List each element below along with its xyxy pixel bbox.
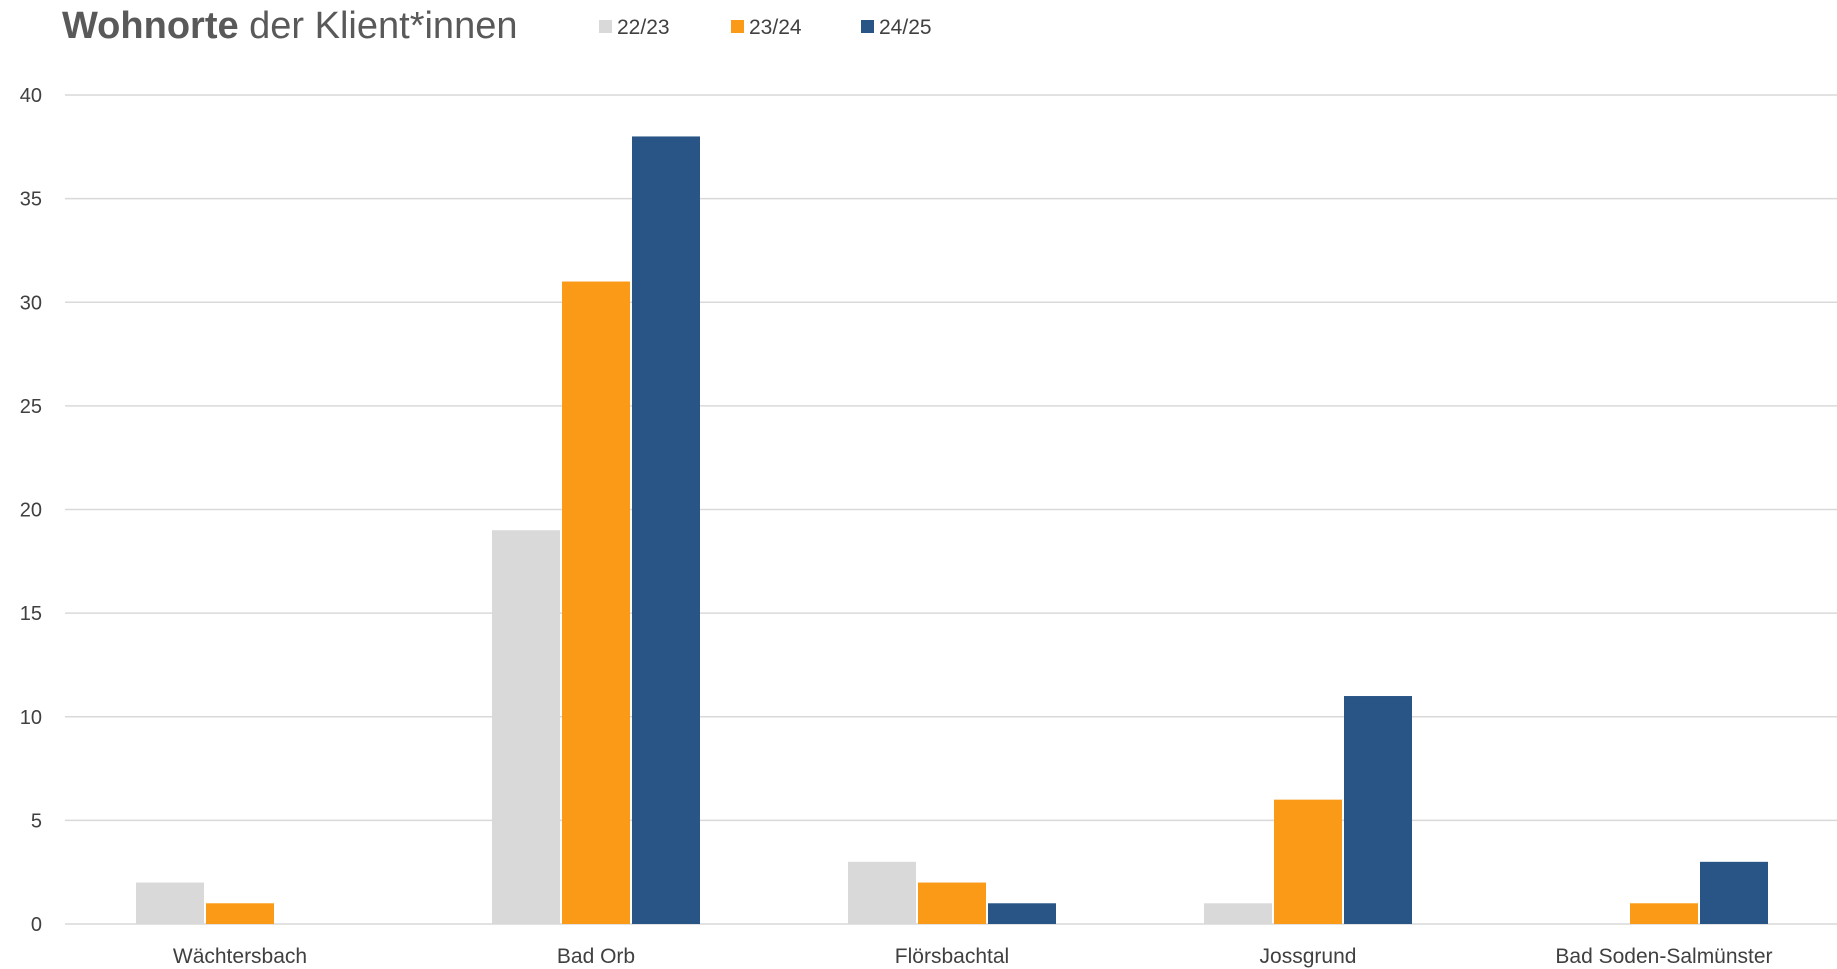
chart-title: Wohnorte der Klient*innen [62,5,517,47]
bars [136,136,1768,924]
bar-22-23-2 [848,861,916,924]
bar-23-24-4 [1630,903,1698,924]
legend-swatch-23-24 [731,20,744,33]
legend-swatch-22-23 [599,20,612,33]
y-tick-label: 0 [31,914,42,936]
gridlines [65,94,1837,925]
bar-24-25-4 [1700,861,1768,924]
x-category-label: Bad Orb [557,945,635,968]
y-tick-label: 30 [20,292,42,314]
bar-22-23-3 [1204,903,1272,924]
bar-24-25-2 [988,903,1056,924]
bar-22-23-0 [136,882,204,924]
bar-22-23-1 [492,530,560,924]
legend-label-24-25: 24/25 [879,16,932,39]
legend-label-23-24: 23/24 [749,16,802,39]
x-axis-category-labels: Wächtersbach Bad Orb Flörsbachtal Jossgrund… [173,945,1773,968]
y-axis-tick-labels: 0 5 10 15 20 25 30 35 40 [20,85,42,936]
y-tick-label: 25 [20,396,42,418]
bar-23-24-3 [1274,799,1342,924]
legend: 22/23 23/24 24/25 [599,16,932,39]
bar-24-25-3 [1344,696,1412,924]
x-category-label: Bad Soden-Salmünster [1555,945,1772,968]
bar-23-24-1 [562,281,630,924]
bar-24-25-1 [632,136,700,924]
y-tick-label: 35 [20,189,42,211]
x-category-label: Jossgrund [1260,945,1357,968]
bar-23-24-2 [918,882,986,924]
y-tick-label: 5 [31,810,42,832]
y-tick-label: 15 [20,603,42,625]
y-tick-label: 10 [20,707,42,729]
legend-swatch-24-25 [861,20,874,33]
x-category-label: Flörsbachtal [895,945,1009,968]
y-tick-label: 20 [20,500,42,522]
legend-label-22-23: 22/23 [617,16,670,39]
x-category-label: Wächtersbach [173,945,307,968]
chart-title-rest: der Klient*innen [239,5,518,47]
bar-23-24-0 [206,903,274,924]
chart-title-bold: Wohnorte [62,5,239,47]
y-tick-label: 40 [20,85,42,107]
